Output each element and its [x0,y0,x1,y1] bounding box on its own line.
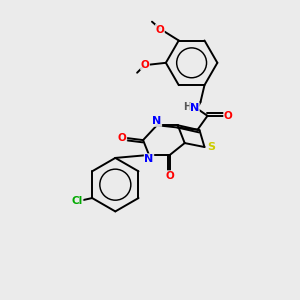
Text: N: N [190,103,199,113]
Text: O: O [118,133,127,143]
Text: N: N [152,116,162,126]
Text: O: O [155,25,164,34]
Text: Cl: Cl [72,196,83,206]
Text: O: O [224,111,233,121]
Text: H: H [184,102,192,112]
Text: O: O [165,171,174,181]
Text: N: N [144,154,154,164]
Text: S: S [207,142,215,152]
Text: O: O [141,60,149,70]
